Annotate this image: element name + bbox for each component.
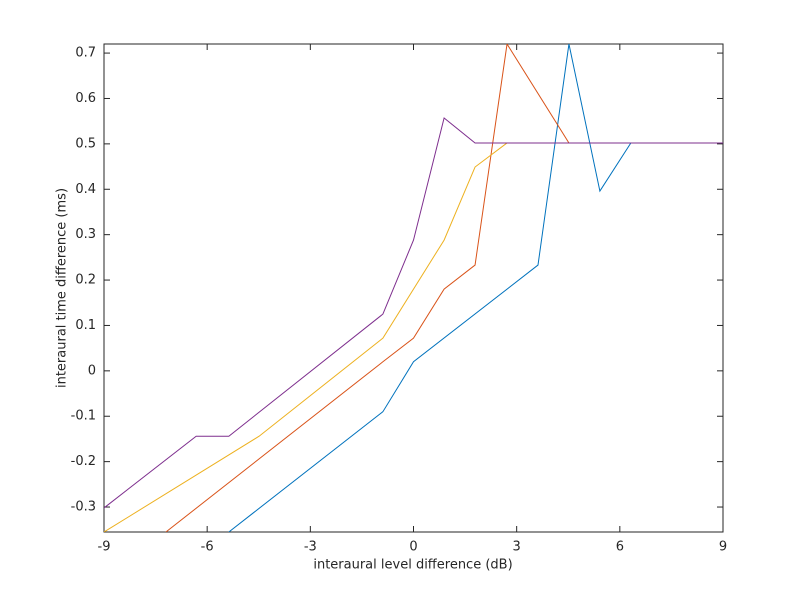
- y-tick-label: 0.7: [75, 46, 96, 61]
- plot-area: [103, 43, 724, 533]
- y-tick-label: 0.6: [75, 91, 96, 106]
- x-axis-label: interaural level difference (dB): [313, 558, 512, 573]
- x-tick-label: 3: [513, 540, 521, 555]
- series-line: [104, 142, 508, 532]
- y-tick-label: 0.4: [75, 182, 96, 197]
- series-line: [165, 44, 570, 532]
- y-tick-label: -0.1: [71, 409, 96, 424]
- x-tick-label: -6: [201, 540, 214, 555]
- plot-lines: [104, 44, 723, 532]
- x-tick-label: -3: [304, 540, 317, 555]
- y-tick-label: 0: [88, 363, 96, 378]
- x-tick-label: 6: [616, 540, 624, 555]
- y-tick-label: 0.3: [75, 227, 96, 242]
- series-line: [104, 117, 723, 509]
- y-tick-label: 0.2: [75, 273, 96, 288]
- x-tick-label: 0: [409, 540, 417, 555]
- y-axis-label: interaural time difference (ms): [55, 188, 70, 388]
- x-tick-label: 9: [719, 540, 727, 555]
- y-tick-label: -0.2: [71, 454, 96, 469]
- series-line: [228, 44, 632, 532]
- y-tick-label: -0.3: [71, 500, 96, 515]
- x-tick-label: -9: [98, 540, 111, 555]
- y-tick-label: 0.1: [75, 318, 96, 333]
- y-tick-label: 0.5: [75, 136, 96, 151]
